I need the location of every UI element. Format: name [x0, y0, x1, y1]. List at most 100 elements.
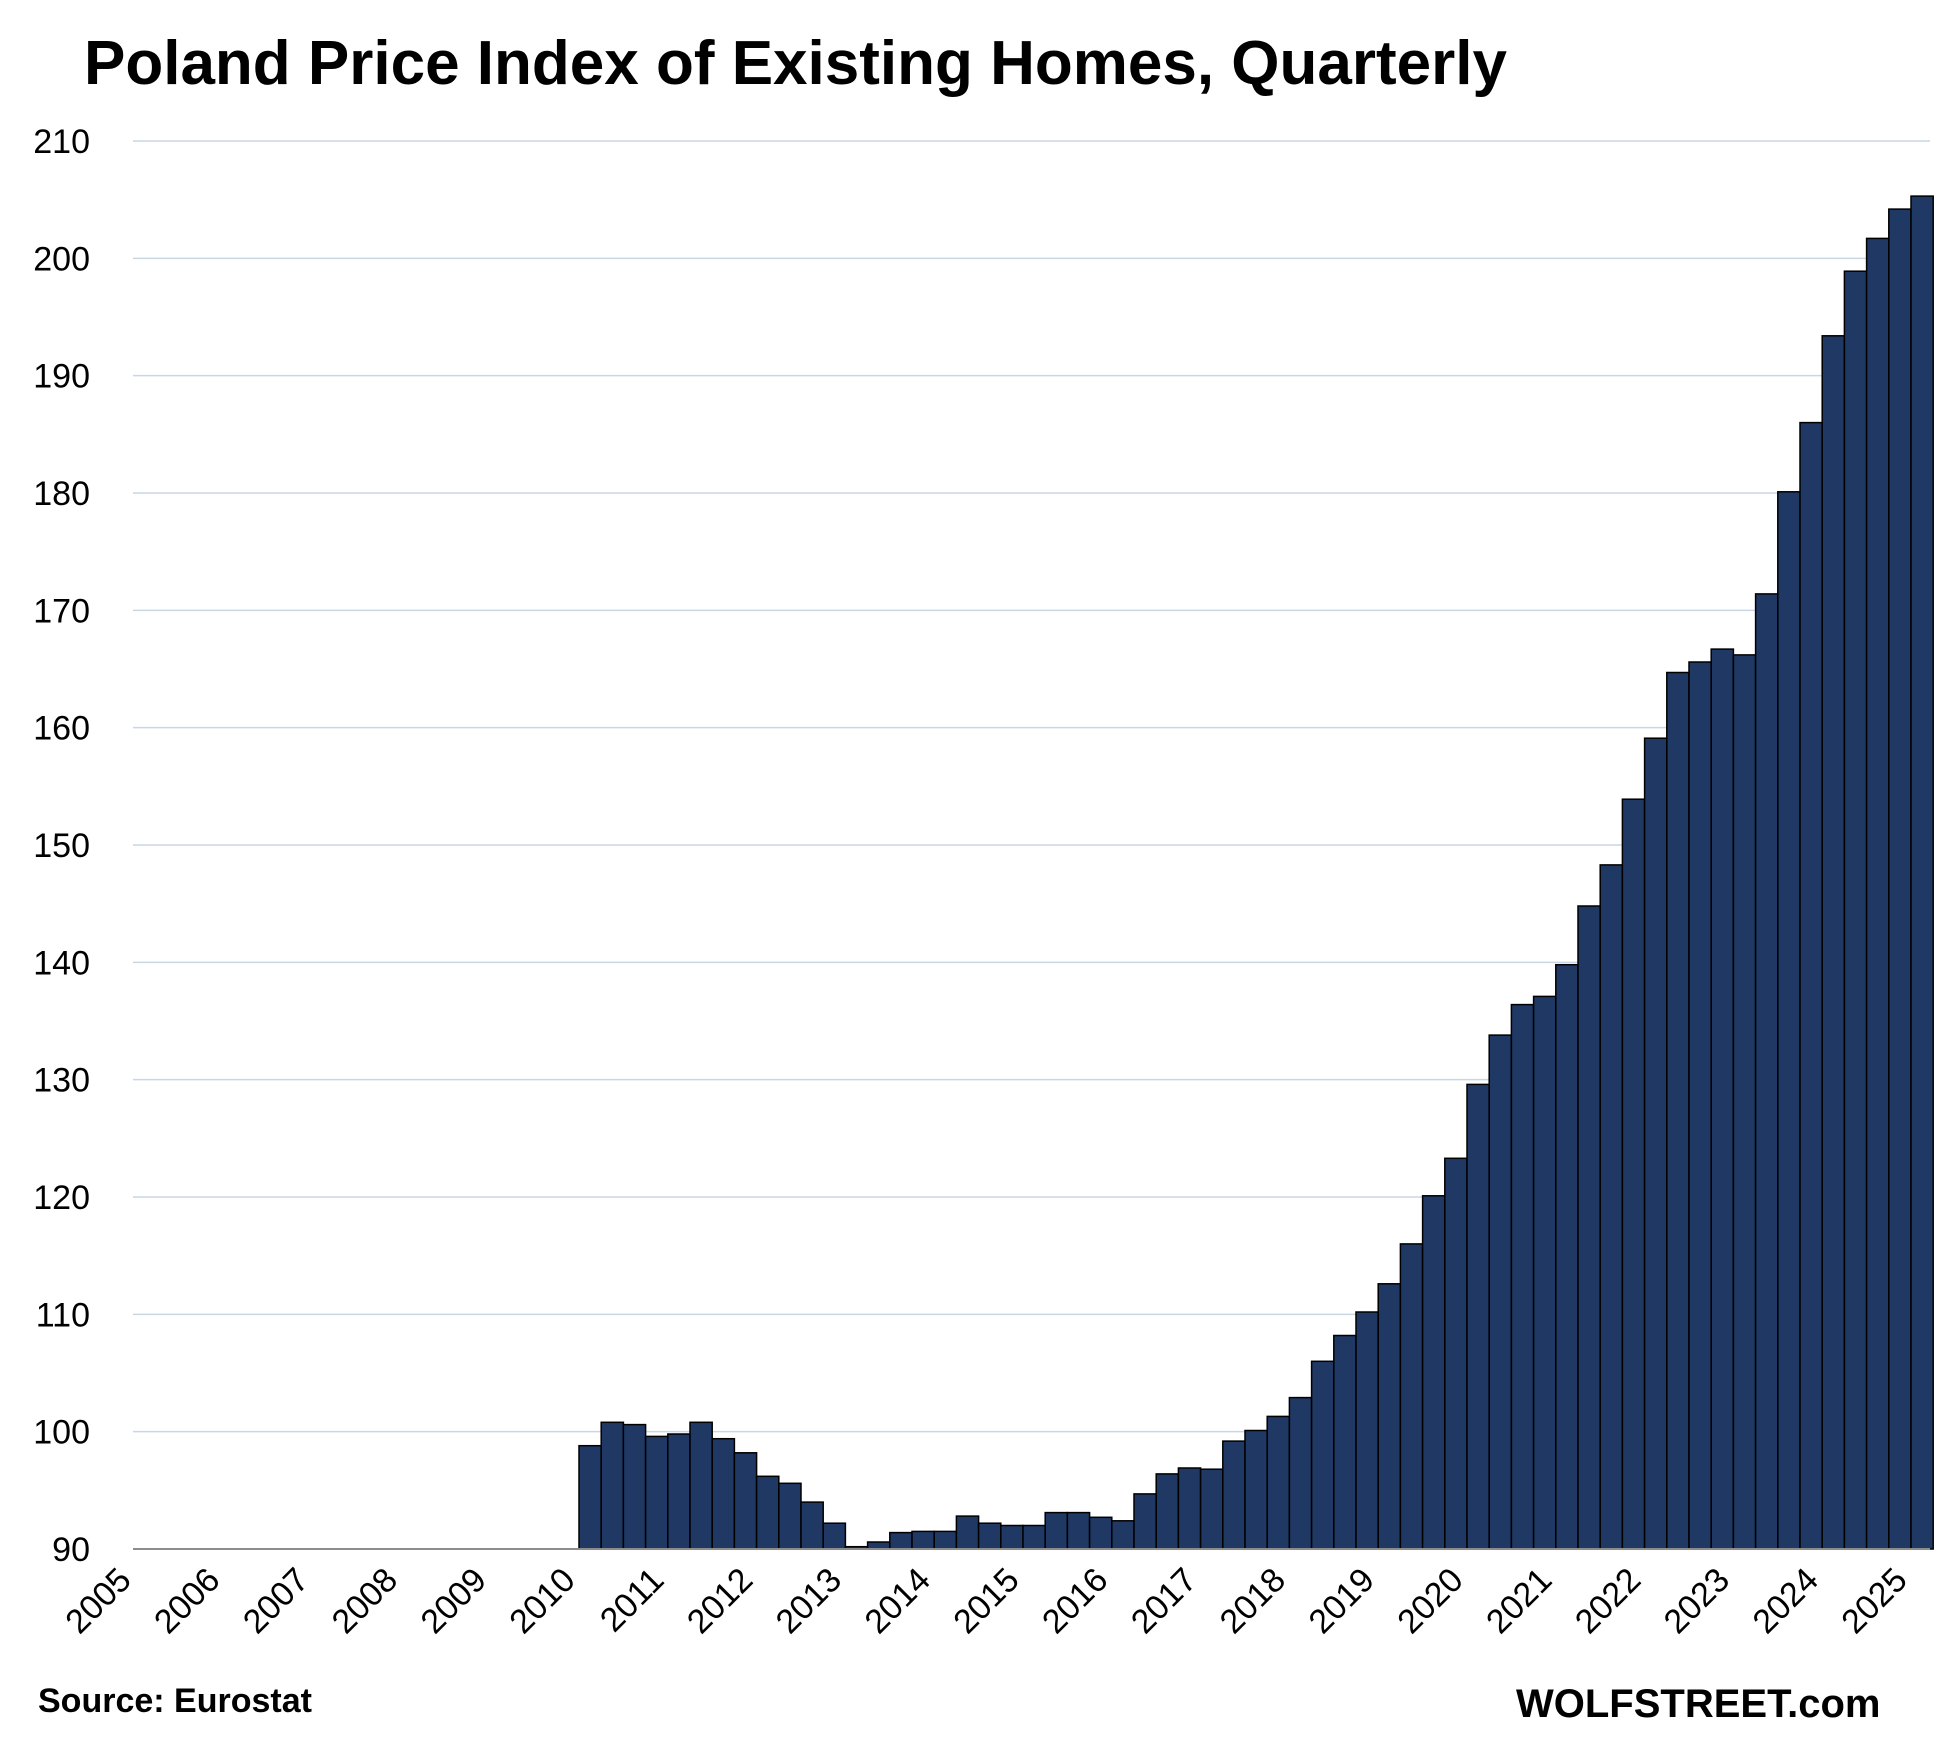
x-tick-label: 2008: [325, 1561, 405, 1641]
x-tick-label: 2011: [593, 1561, 672, 1640]
bar-2017-Q1: [1199, 1468, 1224, 1550]
bar-2012-Q4: [822, 1522, 847, 1550]
bar-2013-Q2: [866, 1541, 891, 1550]
x-tick-label: 2024: [1746, 1561, 1826, 1641]
x-tick-label: 2017: [1124, 1561, 1204, 1641]
bar-2015-Q1: [1022, 1524, 1046, 1550]
bar-2021-Q4: [1621, 798, 1646, 1550]
bar-2011-Q3: [711, 1437, 736, 1550]
y-tick-label: 110: [36, 1296, 90, 1334]
x-tick-label: 2025: [1834, 1561, 1914, 1641]
bar-2016-Q4: [1177, 1467, 1202, 1550]
x-tick-label: 2012: [680, 1561, 760, 1641]
bar-2017-Q3: [1244, 1429, 1268, 1550]
bar-2019-Q4: [1444, 1157, 1468, 1550]
y-tick-label: 130: [33, 1062, 90, 1100]
bar-2020-Q2: [1488, 1034, 1513, 1550]
bar-2024-Q3: [1865, 237, 1890, 1550]
x-tick-label: 2019: [1302, 1561, 1382, 1641]
bar-2021-Q3: [1599, 864, 1624, 1550]
gridlines: [133, 140, 1930, 1433]
bar-2023-Q3: [1777, 491, 1801, 1550]
bar-2022-Q2: [1666, 671, 1690, 1550]
bar-2019-Q2: [1399, 1243, 1424, 1550]
y-tick-label: 170: [33, 592, 90, 630]
bar-2019-Q3: [1421, 1195, 1446, 1550]
y-tick-label: 140: [33, 944, 90, 982]
chart-title: Poland Price Index of Existing Homes, Qu…: [84, 29, 1507, 98]
y-tick-label: 190: [33, 358, 90, 396]
x-tick-label: 2014: [858, 1561, 938, 1641]
x-tick-label: 2013: [769, 1561, 849, 1641]
bar-2014-Q4: [1000, 1524, 1024, 1550]
bar-2018-Q2: [1310, 1360, 1335, 1550]
bar-2010-Q1: [578, 1444, 602, 1550]
source-note: Source: Eurostat: [38, 1682, 312, 1720]
bar-2018-Q4: [1355, 1311, 1379, 1550]
bar-2023-Q4: [1799, 421, 1823, 1550]
x-tick-label: 2007: [236, 1561, 316, 1641]
y-tick-label: 120: [33, 1179, 90, 1217]
y-tick-label: 150: [33, 827, 90, 865]
x-tick-label: 2015: [946, 1561, 1026, 1641]
bar-2015-Q4: [1088, 1516, 1113, 1550]
bar-2019-Q1: [1377, 1283, 1402, 1550]
bar-2020-Q1: [1466, 1083, 1490, 1550]
y-axis-tick-labels: 90 100 110 120 130 140 150 160 170 180 190 200 210: [33, 123, 90, 1569]
bar-2018-Q3: [1333, 1334, 1357, 1550]
y-tick-label: 210: [33, 123, 90, 161]
x-tick-label: 2009: [414, 1561, 494, 1641]
bar-2024-Q1: [1821, 335, 1846, 1550]
bar-2016-Q1: [1111, 1520, 1135, 1550]
bar-2015-Q2: [1044, 1511, 1069, 1550]
bar-2024-Q2: [1843, 270, 1868, 1550]
credit-wolfstreet: WOLFSTREET.com: [1516, 1682, 1881, 1726]
x-tick-label: 2023: [1657, 1561, 1737, 1641]
bar-2022-Q3: [1688, 661, 1712, 1550]
bar-2013-Q4: [911, 1530, 935, 1550]
bar-2017-Q2: [1222, 1440, 1246, 1550]
x-tick-label: 2018: [1213, 1561, 1293, 1641]
bar-2016-Q3: [1155, 1473, 1180, 1550]
bar-2016-Q2: [1133, 1493, 1157, 1550]
x-tick-label: 2010: [502, 1561, 582, 1641]
x-axis-tick-labels: 2005 2006 2007 2008 2009 2010 2011 2012 2013 2014…: [58, 1561, 1914, 1641]
x-tick-label: 2016: [1035, 1561, 1115, 1641]
y-tick-label: 100: [33, 1414, 90, 1452]
bar-2024-Q4: [1888, 208, 1912, 1550]
bar-2010-Q2: [600, 1421, 625, 1550]
bar-2010-Q4: [644, 1435, 669, 1550]
y-tick-label: 180: [33, 475, 90, 513]
x-tick-label: 2005: [58, 1561, 138, 1641]
bar-2014-Q1: [933, 1530, 958, 1550]
bar-2022-Q1: [1643, 737, 1668, 1550]
bar-2021-Q1: [1555, 963, 1579, 1550]
y-tick-label: 200: [33, 240, 90, 278]
bar-2020-Q4: [1532, 995, 1557, 1550]
bar-2023-Q1: [1732, 654, 1757, 1550]
bar-2011-Q4: [733, 1452, 758, 1550]
bar-2015-Q3: [1066, 1511, 1091, 1550]
bar-2021-Q2: [1577, 905, 1601, 1550]
y-tick-label: 90: [52, 1531, 90, 1569]
bar-2014-Q3: [977, 1522, 1002, 1550]
bars: [578, 195, 1934, 1550]
bar-2018-Q1: [1288, 1396, 1313, 1550]
bar-2012-Q1: [755, 1475, 780, 1550]
bar-2011-Q1: [667, 1433, 691, 1550]
x-tick-label: 2021: [1479, 1561, 1559, 1641]
x-tick-label: 2022: [1568, 1561, 1648, 1641]
x-tick-label: 2020: [1390, 1561, 1470, 1641]
bar-2014-Q2: [955, 1515, 980, 1550]
bar-2010-Q3: [622, 1423, 647, 1550]
bar-2025-Q1: [1910, 195, 1934, 1550]
x-tick-label: 2006: [147, 1561, 227, 1641]
bar-2012-Q3: [800, 1501, 824, 1550]
bar-2013-Q3: [889, 1531, 913, 1550]
bar-2022-Q4: [1710, 648, 1735, 1550]
bar-2012-Q2: [778, 1482, 802, 1550]
bar-2017-Q4: [1266, 1415, 1291, 1550]
y-tick-label: 160: [33, 710, 90, 748]
bar-2023-Q2: [1754, 593, 1779, 1550]
